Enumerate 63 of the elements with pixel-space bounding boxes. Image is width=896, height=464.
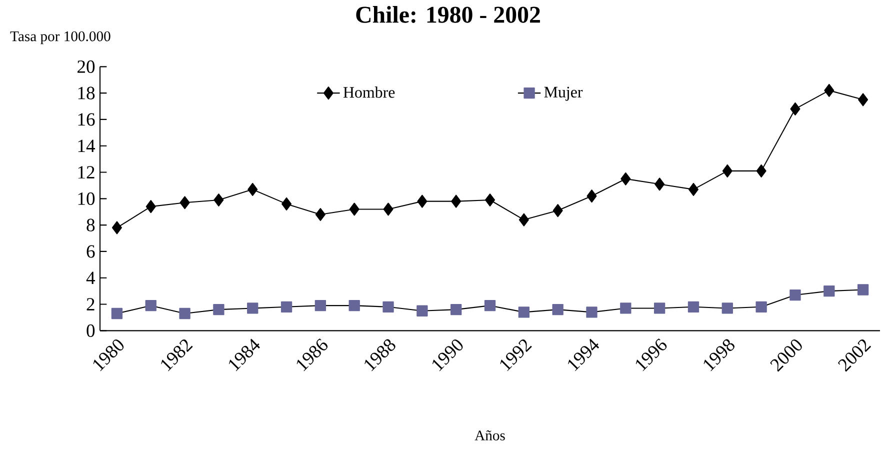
point xyxy=(756,164,766,178)
y-tick-label: 18 xyxy=(78,86,95,100)
x-axis-title: Años xyxy=(474,430,505,440)
y-tick-label: 20 xyxy=(78,60,95,73)
point xyxy=(586,306,598,318)
point xyxy=(383,202,394,216)
point xyxy=(552,304,564,316)
point xyxy=(586,190,597,203)
point xyxy=(214,193,224,206)
point xyxy=(654,178,665,191)
point xyxy=(282,197,292,210)
point xyxy=(654,302,666,314)
point xyxy=(451,194,462,208)
point xyxy=(484,300,496,312)
point xyxy=(179,308,190,320)
point xyxy=(348,300,360,312)
x-tick-label: 1992 xyxy=(500,339,532,372)
point xyxy=(382,301,394,312)
point xyxy=(790,102,800,116)
legend-label: Hombre xyxy=(343,86,395,98)
point xyxy=(722,302,733,314)
point xyxy=(349,202,360,216)
point xyxy=(417,194,428,208)
point xyxy=(450,304,462,316)
point xyxy=(280,301,292,312)
y-axis-title: Tasa por 100.000 xyxy=(10,31,110,44)
point xyxy=(416,305,428,316)
y-tick-label: 16 xyxy=(78,113,95,126)
point xyxy=(247,302,258,314)
y-tick-label: 12 xyxy=(78,166,94,178)
y-tick-label: 6 xyxy=(86,245,95,258)
point xyxy=(111,308,123,320)
y-tick-label: 8 xyxy=(86,218,95,232)
point xyxy=(518,306,530,318)
point xyxy=(213,304,224,316)
point xyxy=(824,84,834,97)
y-tick-label: 2 xyxy=(86,298,94,310)
point xyxy=(756,301,767,312)
point xyxy=(620,172,631,186)
point xyxy=(688,301,700,312)
point xyxy=(857,284,869,296)
point xyxy=(790,289,801,301)
point xyxy=(315,208,326,222)
point xyxy=(858,93,868,106)
point xyxy=(484,193,496,206)
point xyxy=(248,182,258,196)
legend-label: Mujer xyxy=(544,86,583,101)
y-tick-label: 10 xyxy=(78,192,95,205)
point xyxy=(180,196,190,210)
point xyxy=(518,213,529,226)
point xyxy=(620,302,632,314)
point xyxy=(112,221,122,234)
point xyxy=(314,300,326,312)
point xyxy=(146,200,156,214)
point xyxy=(145,300,156,312)
y-tick-label: 4 xyxy=(86,272,96,284)
chart-title: Chile: 1980 - 2002 xyxy=(356,6,540,23)
y-tick-label: 14 xyxy=(78,140,96,152)
point xyxy=(722,164,732,178)
point xyxy=(824,285,835,297)
point xyxy=(688,182,699,196)
point xyxy=(552,204,563,218)
y-tick-label: 0 xyxy=(86,324,95,337)
